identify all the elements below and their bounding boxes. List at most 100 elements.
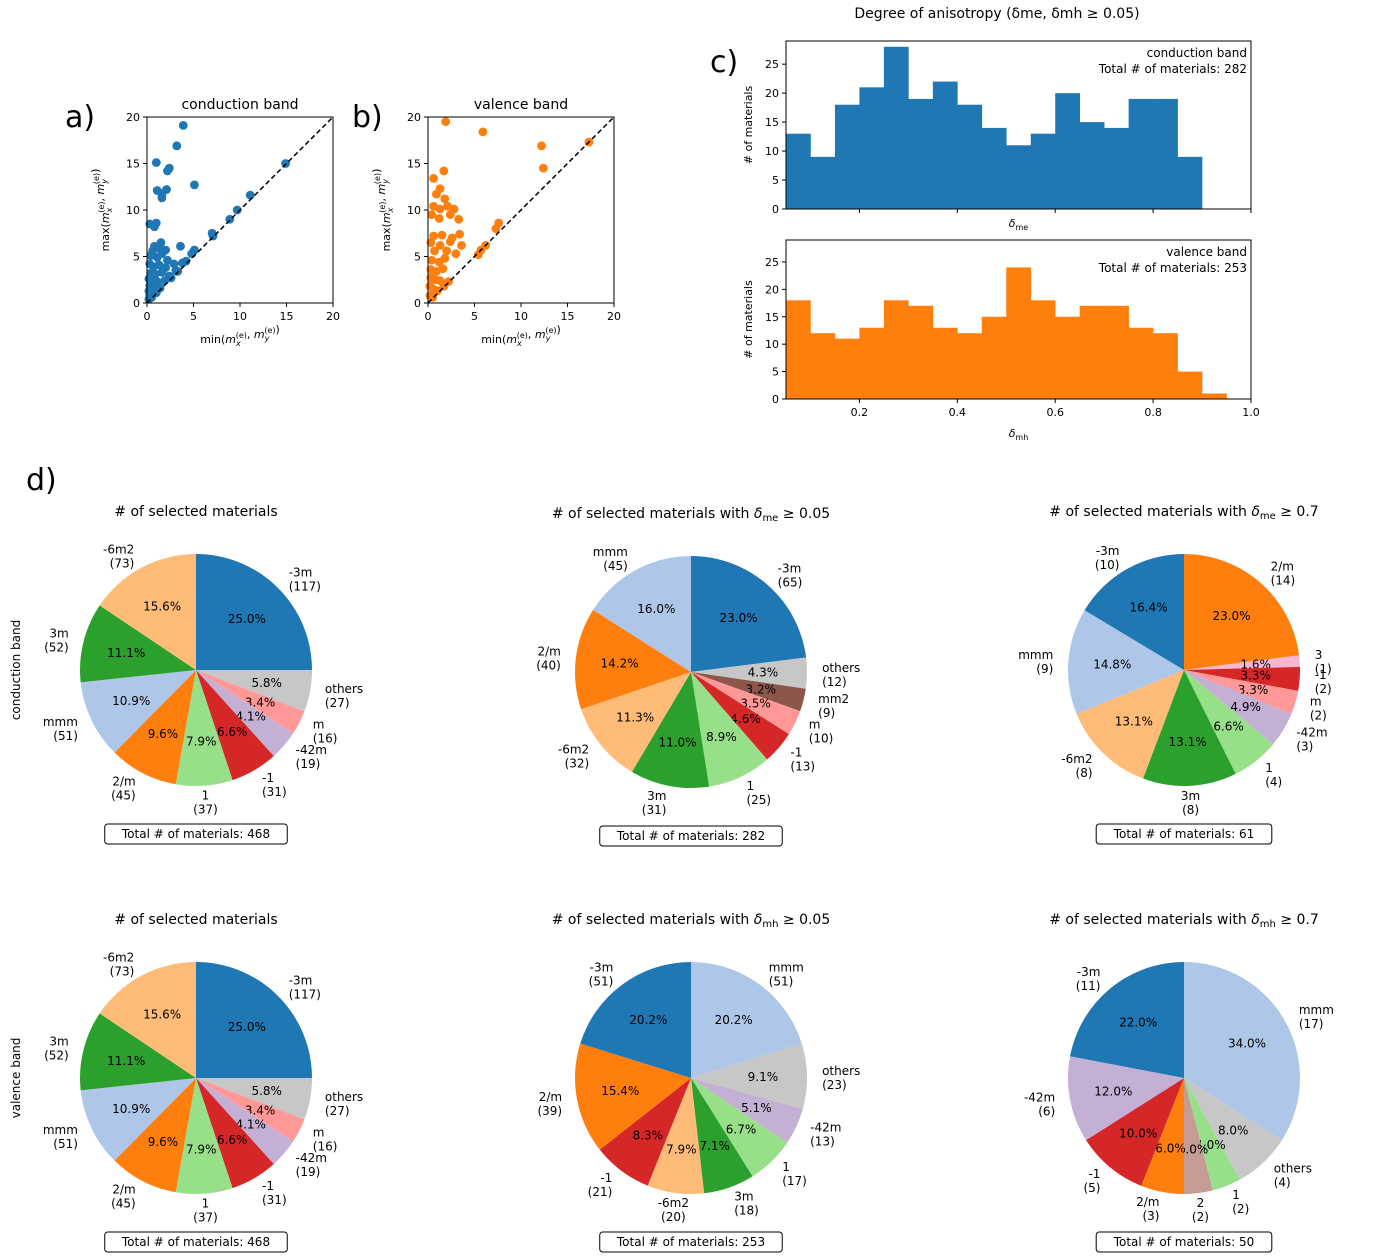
pie-category-label: -42m — [1024, 1091, 1055, 1105]
histogram-bar — [1006, 267, 1032, 399]
pie-slice — [691, 1078, 803, 1143]
pie-count-label: (52) — [44, 641, 69, 655]
pie-percent-label: 10.9% — [112, 694, 150, 708]
scatter-point — [435, 240, 445, 250]
pie-count-label: (16) — [313, 1140, 338, 1154]
total-label: Total # of materials: 468 — [121, 1235, 270, 1249]
pie-category-label: m — [1310, 695, 1322, 709]
panel-label-c: c) — [710, 45, 738, 80]
pie-count-label: (1) — [1315, 662, 1332, 676]
scatter-point — [441, 117, 451, 127]
pie-count-label: (39) — [537, 1104, 562, 1118]
histogram-bar — [1153, 98, 1178, 209]
pie-category-label: -6m2 — [658, 1196, 689, 1210]
total-box — [1095, 1231, 1273, 1253]
pie-title: # of selected materials — [114, 912, 277, 928]
histogram-bar — [1104, 127, 1129, 209]
pie-count-label: (23) — [822, 1078, 847, 1092]
scatter-point — [187, 249, 197, 259]
scatter-point — [491, 224, 501, 234]
pie-slice — [691, 1043, 807, 1109]
diagonal-line — [427, 116, 615, 304]
pie-category-label: 3m — [49, 1035, 68, 1049]
pie-count-label: (8) — [1076, 766, 1093, 780]
pie-count-label: (37) — [193, 1211, 218, 1225]
pie-count-label: (31) — [262, 1193, 287, 1207]
histogram-bar — [1079, 305, 1105, 399]
pie-percent-label: 5.8% — [251, 676, 282, 690]
pie-category-label: 2/m — [537, 644, 560, 658]
scatter-point — [426, 238, 436, 247]
pie-percent-label: 3.4% — [245, 1104, 276, 1118]
y-tick-label: 25 — [765, 58, 779, 71]
panel-label-b: b) — [352, 100, 383, 135]
pie-slice — [1141, 1078, 1184, 1194]
histogram-bar — [932, 327, 958, 399]
scatter-point — [427, 210, 437, 220]
pie-count-label: (27) — [325, 696, 350, 710]
y-tick-label: 15 — [765, 116, 779, 129]
histogram-suptitle: Degree of anisotropy (δme, δmh ≥ 0.05) — [854, 6, 1139, 22]
pie-category-label: -3m — [289, 973, 313, 987]
pie-percent-label: 4.1% — [235, 710, 266, 724]
pie-category-label: mmm — [1018, 648, 1053, 662]
x-tick-label: 15 — [561, 310, 575, 323]
scatter-point — [162, 185, 171, 194]
histogram-bar — [1202, 393, 1227, 399]
y-tick-label: 0 — [414, 297, 421, 310]
x-tick-label: 20 — [326, 310, 340, 323]
y-tick-label: 25 — [765, 256, 779, 269]
pie-slice — [196, 670, 305, 734]
pie-category-label: 1 — [1232, 1188, 1240, 1202]
x-tick-label: 20 — [607, 310, 621, 323]
x-tick-label: 0.6 — [1046, 406, 1064, 419]
pie-slice — [196, 1078, 312, 1120]
pie-percent-label: 4.6% — [730, 712, 761, 726]
pie-category-label: -6m2 — [1061, 752, 1092, 766]
scatter-point — [163, 255, 172, 265]
scatter-title: conduction band — [181, 97, 298, 113]
pie-slice — [631, 672, 710, 788]
x-axis-label: min(mx(e), my(e)) — [481, 323, 561, 348]
pie-slice — [691, 672, 789, 760]
scatter-point — [151, 158, 161, 167]
pie-percent-label: 16.0% — [637, 602, 675, 616]
y-tick-label: 0 — [133, 297, 140, 310]
y-tick-label: 5 — [772, 366, 779, 379]
pie-category-label: 3m — [647, 789, 666, 803]
scatter-point — [537, 141, 546, 151]
pie-percent-label: 7.9% — [186, 1143, 217, 1157]
pie-percent-label: 9.1% — [748, 1070, 779, 1084]
y-tick-label: 10 — [407, 204, 421, 217]
pie-category-label: -3m — [1096, 544, 1120, 558]
pie-count-label: (19) — [296, 1165, 321, 1179]
pie-slice — [580, 962, 691, 1078]
total-box — [599, 825, 783, 847]
scatter-point — [178, 120, 188, 130]
pie-percent-label: 16.4% — [1130, 600, 1168, 614]
pie-slice — [196, 1078, 274, 1189]
scatter-title: valence band — [474, 97, 568, 113]
pie-slice — [1184, 962, 1300, 1141]
histogram-bar — [908, 305, 934, 399]
pie-slice — [1068, 1056, 1184, 1141]
pie-count-label: (51) — [53, 729, 78, 743]
pie-category-label: -42m — [296, 743, 327, 757]
pie-category-label: 1 — [746, 779, 754, 793]
pie-count-label: (5) — [1083, 1181, 1100, 1195]
pie-slice — [691, 672, 801, 735]
pie-percent-label: 6.6% — [217, 1133, 248, 1147]
pie-percent-label: 14.2% — [601, 656, 639, 670]
pie-category-label: -1 — [262, 771, 274, 785]
pie-percent-label: 4.9% — [1230, 700, 1261, 714]
pie-slice — [114, 1078, 196, 1193]
scatter-point — [455, 229, 465, 239]
histogram-bar — [1006, 145, 1032, 209]
scatter-point — [445, 237, 455, 247]
histogram-bar — [786, 133, 811, 209]
pie-category-label: 2 — [1197, 1196, 1205, 1210]
pie-count-label: (12) — [822, 675, 847, 689]
pie-category-label: 3m — [49, 627, 68, 641]
pie-category-label: others — [1274, 1162, 1312, 1176]
pie-percent-label: 8.3% — [633, 1129, 664, 1143]
